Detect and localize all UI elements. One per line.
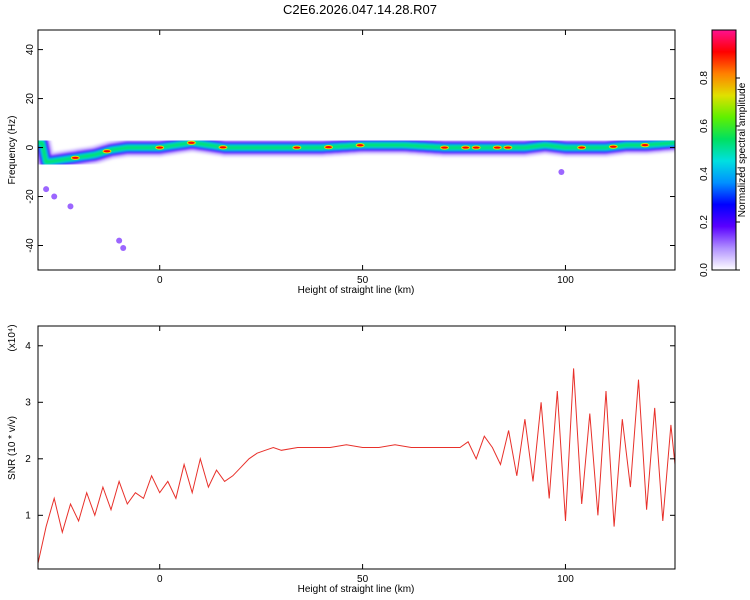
snr-x-axis-label: Height of straight line (km): [298, 584, 415, 595]
colorbar-gradient: [712, 30, 736, 270]
spectrogram-frame: [37, 29, 676, 271]
snr-y-tick-label: 1: [25, 510, 31, 521]
ridge-hotspot: [155, 145, 165, 150]
ridge-hotspot: [471, 145, 481, 150]
snr-line-layer: [38, 368, 675, 564]
chart-title: C2E6.2026.047.14.28.R07: [283, 2, 437, 17]
ridge-hotspot: [461, 145, 471, 150]
ridge-hotspot: [292, 145, 302, 150]
snr-x-tick-label: 0: [157, 574, 163, 585]
ridge-hotspot: [577, 145, 587, 150]
snr-x-tick-label: 50: [357, 574, 369, 585]
ridge-hotspot: [492, 145, 502, 150]
spectrogram-panel: 0 50 100 -40 -20 0 20 40 Height of straight li…: [7, 29, 676, 296]
snr-frame: [37, 325, 676, 570]
ridge-hotspot: [102, 149, 112, 154]
spectrogram-outlier-point: [51, 193, 58, 200]
ridge-hotspot: [640, 143, 650, 148]
ridge-hotspot: [503, 145, 513, 150]
spectrogram-y-tick-label: -40: [25, 238, 36, 253]
spectrogram-x-tick-label: 0: [157, 275, 163, 286]
snr-y-tick-label: 4: [25, 341, 31, 352]
snr-y-tick-label: 2: [25, 454, 31, 465]
snr-y-multiplier: (x10⁴): [7, 324, 18, 351]
snr-plot-area: [38, 326, 675, 569]
snr-x-ticks: 0 50 100: [157, 326, 574, 585]
spectrogram-outlier-point: [43, 186, 50, 193]
ridge-hotspot: [70, 155, 80, 160]
spectrogram-x-ticks: 0 50 100: [157, 30, 574, 286]
colorbar-tick-label: 0.4: [699, 167, 710, 181]
colorbar-ticks: 0.0 0.2 0.4 0.6 0.8: [699, 71, 740, 277]
spectrogram-y-ticks: -40 -20 0 20 40: [25, 44, 675, 253]
snr-series-line: [38, 368, 675, 564]
snr-panel: 0 50 100 1 2 3 4 Height of straight line (km)…: [7, 324, 676, 595]
spectrogram-outlier-point: [116, 237, 123, 244]
ridge-hotspot: [218, 145, 228, 150]
snr-y-axis-label: SNR (10 * v/v): [7, 416, 18, 480]
spectrogram-y-tick-label: 20: [25, 93, 36, 105]
colorbar-label: Normalized spectral amplitude: [737, 82, 748, 217]
colorbar-tick-label: 0.6: [699, 119, 710, 133]
spectrogram-y-tick-label: -20: [25, 189, 36, 204]
ridge-hotspot: [608, 144, 618, 149]
ridge-hotspot: [440, 145, 450, 150]
spectrogram-y-tick-label: 40: [25, 44, 36, 56]
spectrogram-outlier-point: [67, 203, 74, 210]
colorbar: 0.0 0.2 0.4 0.6 0.8 Normalized spectral ampl…: [699, 29, 748, 277]
snr-y-ticks: 1 2 3 4: [25, 341, 675, 521]
ridge-hotspot: [355, 143, 365, 148]
ridge-hotspot: [324, 145, 334, 150]
colorbar-tick-label: 0.0: [699, 263, 710, 277]
spectrogram-x-tick-label: 100: [557, 275, 574, 286]
spectrogram-y-axis-label: Frequency (Hz): [7, 116, 18, 185]
spectrogram-outlier-point: [120, 244, 127, 251]
spectrogram-y-tick-label: 0: [25, 144, 36, 150]
spectrogram-ridge: [38, 133, 675, 172]
snr-x-tick-label: 100: [557, 574, 574, 585]
spectrogram-outlier-point: [558, 169, 565, 176]
colorbar-tick-label: 0.2: [699, 215, 710, 229]
colorbar-tick-label: 0.8: [699, 71, 710, 85]
spectrogram-x-axis-label: Height of straight line (km): [298, 285, 415, 296]
colorbar-frame: [711, 29, 737, 271]
snr-y-tick-label: 3: [25, 397, 31, 408]
spectrogram-outliers: [43, 169, 565, 251]
ridge-hotspot: [186, 140, 196, 145]
spectrogram-x-tick-label: 50: [357, 275, 369, 286]
